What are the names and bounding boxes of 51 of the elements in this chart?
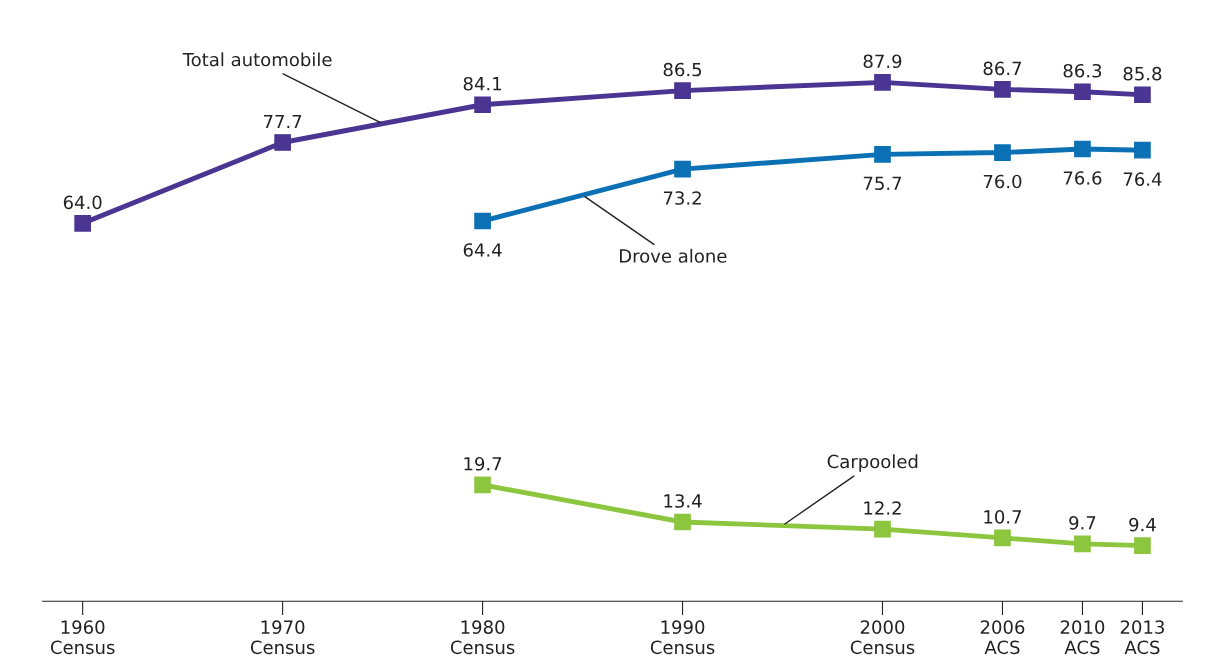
text: Total automobile	[182, 52, 332, 67]
data-label: 19.7	[464, 456, 502, 471]
data-label: 86.7	[983, 61, 1022, 76]
x-tick-label: 1990 Census	[650, 620, 715, 655]
point	[1134, 86, 1151, 104]
x-tick-label: 1960 Census	[50, 620, 115, 655]
data-label: 84.1	[463, 76, 502, 91]
point	[674, 513, 691, 531]
x-tick-label: 2000 Census	[850, 620, 915, 655]
data-label: 64.0	[63, 195, 102, 210]
point	[1074, 535, 1091, 553]
point	[674, 160, 691, 178]
point	[674, 82, 691, 99]
data-label: 9.7	[1069, 515, 1096, 530]
data-label: 10.7	[984, 510, 1022, 524]
x-tick-label: 2013 ACS	[1120, 620, 1164, 655]
text: Carpooled	[827, 454, 918, 472]
data-label: 75.7	[863, 176, 902, 191]
data-label: 64.4	[463, 243, 502, 257]
data-label: 76.6	[1063, 171, 1102, 185]
point	[994, 81, 1011, 98]
point	[1134, 141, 1151, 159]
point	[874, 145, 891, 163]
point	[1074, 83, 1091, 101]
point	[474, 96, 491, 114]
point	[474, 476, 491, 494]
x-tick-label: 1980 Census	[450, 620, 515, 655]
point	[74, 215, 91, 232]
point	[874, 73, 891, 91]
data-label: 76.4	[1123, 172, 1162, 186]
x-tick-label: 2006 ACS	[980, 620, 1025, 655]
data-label: 13.4	[664, 494, 702, 508]
text: Drove alone	[620, 248, 727, 263]
point	[1134, 537, 1151, 554]
point	[274, 134, 291, 151]
data-label: 12.2	[864, 501, 901, 515]
point	[874, 520, 891, 538]
point	[994, 144, 1011, 161]
data-label: 87.9	[863, 54, 902, 69]
data-label: 77.7	[264, 114, 302, 129]
point	[474, 212, 491, 230]
data-label: 9.4	[1129, 517, 1156, 532]
data-label: 85.8	[1123, 66, 1162, 81]
data-label: 76.0	[983, 174, 1022, 189]
point	[1074, 140, 1091, 158]
x-tick-label: 1970 Census	[250, 620, 315, 655]
data-label: 86.5	[663, 62, 702, 77]
x-tick-label: 2010 ACS	[1060, 620, 1105, 655]
data-label: 86.3	[1063, 63, 1102, 78]
point	[994, 529, 1011, 547]
data-label: 73.2	[663, 191, 701, 205]
